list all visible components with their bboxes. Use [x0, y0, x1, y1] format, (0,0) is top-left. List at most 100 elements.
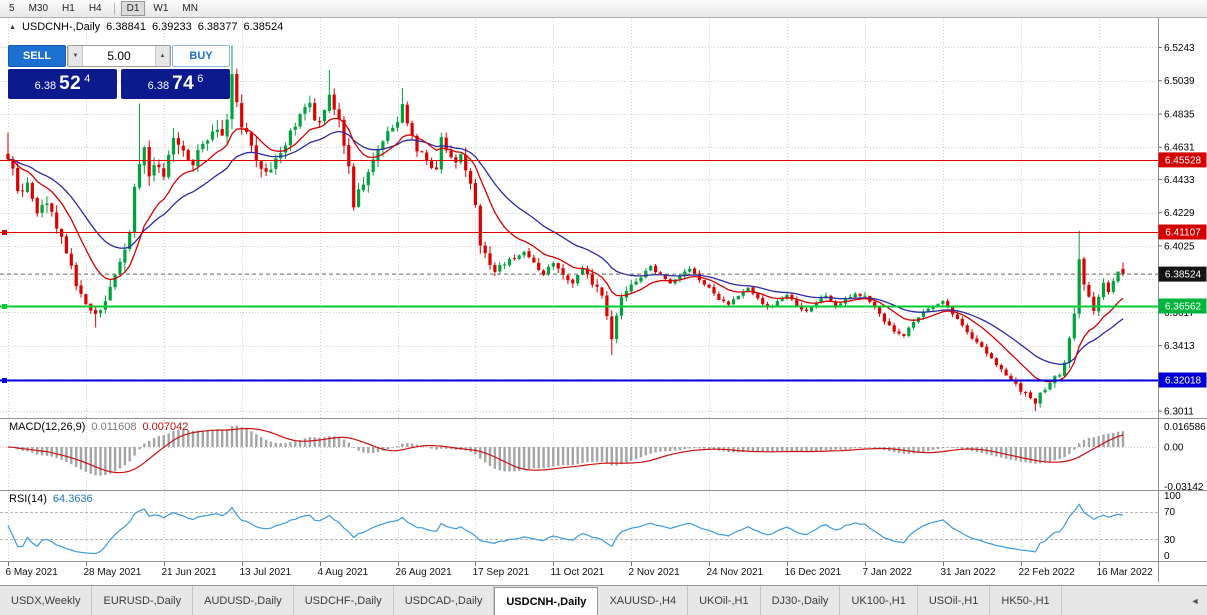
arrow-down-icon: ▼ [72, 53, 79, 59]
ohlc-close: 6.38524 [243, 21, 284, 33]
sell-button[interactable]: SELL [8, 45, 66, 67]
macd-signal-line [7, 427, 1124, 474]
symbol-marker-icon: ▲ [9, 23, 16, 31]
bid-price-big: 52 [59, 73, 82, 94]
ma-fast-line [7, 117, 1124, 383]
date-axis[interactable]: 6 May 2021 28 May 2021 21 Jun 2021 13 Jul 2… [6, 562, 1154, 578]
chart-tab-usoil-h1[interactable]: USOil-,H1 [918, 586, 991, 615]
horizontal-level-lines[interactable] [0, 160, 1158, 384]
panel-splitters[interactable] [0, 418, 1207, 562]
chart-symbol-period: USDCNH-,Daily [21, 21, 101, 33]
svg-text:6.4229: 6.4229 [1164, 208, 1195, 219]
svg-text:6.45528: 6.45528 [1165, 155, 1202, 166]
lot-size-control: ▼ 5.00 ▲ [67, 45, 171, 67]
chart-tab-ukoil-h1[interactable]: UKOil-,H1 [688, 586, 761, 615]
svg-text:6.32018: 6.32018 [1165, 376, 1202, 387]
svg-text:6 May 2021: 6 May 2021 [6, 567, 59, 578]
ask-pip-fraction: 6 [197, 73, 204, 85]
rsi-value: 64.3636 [52, 493, 93, 505]
price-axis-badges: 6.45528 6.41107 6.38524 6.36562 6.32018 [1158, 152, 1207, 388]
macd-indicator-label: MACD(12,26,9) 0.011608 0.007042 [9, 421, 188, 433]
ohlc-high: 6.39233 [151, 21, 192, 33]
timeframe-button-mn[interactable]: MN [176, 1, 204, 16]
chart-tab-usdcnh-daily[interactable]: USDCNH-,Daily [494, 587, 599, 615]
svg-text:100: 100 [1164, 491, 1181, 502]
macd-signal-value: 0.007042 [142, 421, 189, 433]
svg-text:70: 70 [1164, 507, 1176, 518]
buy-button[interactable]: BUY [172, 45, 230, 67]
bid-price-prefix: 6.38 [34, 79, 57, 92]
svg-text:24 Nov 2021: 24 Nov 2021 [707, 567, 764, 578]
svg-text:6.5039: 6.5039 [1164, 76, 1195, 87]
svg-text:11 Oct 2021: 11 Oct 2021 [551, 567, 605, 578]
chevron-left-icon: ◄ [1190, 596, 1200, 606]
ask-price-big: 74 [172, 73, 195, 94]
ask-price-display[interactable]: 6.38 74 6 [121, 69, 230, 99]
lot-increase-button[interactable]: ▲ [155, 46, 170, 66]
ohlc-open: 6.38841 [106, 21, 146, 33]
chart-canvas[interactable]: 6.5243 6.5039 6.4835 6.4631 6.4433 6.4229 6.40… [0, 18, 1207, 585]
chart-tab-hk50-h1[interactable]: HK50-,H1 [990, 586, 1062, 615]
rsi-indicator-label: RSI(14) 64.3636 [9, 493, 93, 505]
lot-decrease-button[interactable]: ▼ [68, 46, 83, 66]
timeframe-button-5[interactable]: 5 [3, 1, 21, 16]
svg-text:26 Aug 2021: 26 Aug 2021 [396, 567, 453, 578]
svg-text:-0.03142: -0.03142 [1164, 482, 1204, 493]
chart-tab-usdcad-daily[interactable]: USDCAD-,Daily [394, 586, 495, 615]
macd-panel [0, 425, 1158, 476]
chart-tab-audusd-daily[interactable]: AUDUSD-,Daily [193, 586, 294, 615]
timeframe-button-w1[interactable]: W1 [147, 1, 174, 16]
svg-text:6.38524: 6.38524 [1165, 270, 1202, 281]
svg-text:0: 0 [1164, 551, 1170, 562]
chart-tab-usdchf-daily[interactable]: USDCHF-,Daily [294, 586, 394, 615]
svg-text:0.00: 0.00 [1164, 443, 1184, 454]
svg-text:13 Jul 2021: 13 Jul 2021 [240, 567, 292, 578]
svg-text:16 Mar 2022: 16 Mar 2022 [1097, 567, 1154, 578]
svg-text:6.4631: 6.4631 [1164, 143, 1195, 154]
chart-tabs: USDX,Weekly EURUSD-,Daily AUDUSD-,Daily USD… [0, 585, 1207, 615]
timeframe-button-h4[interactable]: H4 [83, 1, 108, 16]
svg-text:16 Dec 2021: 16 Dec 2021 [785, 567, 842, 578]
svg-text:4 Aug 2021: 4 Aug 2021 [318, 567, 369, 578]
svg-text:6.4433: 6.4433 [1164, 175, 1195, 186]
svg-text:6.41107: 6.41107 [1165, 228, 1201, 239]
rsi-line [7, 503, 1124, 555]
bid-pip-fraction: 4 [84, 73, 91, 85]
svg-text:21 Jun 2021: 21 Jun 2021 [162, 567, 217, 578]
timeframe-button-h1[interactable]: H1 [56, 1, 81, 16]
svg-text:6.3011: 6.3011 [1164, 407, 1194, 418]
timeframe-toolbar: 5 M30 H1 H4 D1 W1 MN [0, 0, 1207, 18]
arrow-up-icon: ▲ [159, 53, 166, 59]
svg-text:6.5243: 6.5243 [1164, 43, 1195, 54]
rsi-name: RSI(14) [9, 493, 47, 505]
rsi-panel [0, 503, 1158, 555]
chart-tab-eurusd-daily[interactable]: EURUSD-,Daily [92, 586, 194, 615]
svg-text:6.36562: 6.36562 [1165, 302, 1202, 313]
svg-text:2 Nov 2021: 2 Nov 2021 [629, 567, 681, 578]
svg-text:17 Sep 2021: 17 Sep 2021 [473, 567, 530, 578]
svg-text:6.4835: 6.4835 [1164, 110, 1195, 121]
svg-text:6.3413: 6.3413 [1164, 341, 1195, 352]
svg-text:7 Jan 2022: 7 Jan 2022 [863, 567, 913, 578]
chart-tab-uk100-h1[interactable]: UK100-,H1 [840, 586, 918, 615]
macd-main-value: 0.011608 [91, 421, 137, 433]
svg-text:31 Jan 2022: 31 Jan 2022 [941, 567, 996, 578]
one-click-trade-panel: SELL ▼ 5.00 ▲ BUY 6.38 52 4 6.38 74 6 [8, 45, 230, 99]
chart-title: ▲ USDCNH-,Daily 6.38841 6.39233 6.38377 … [9, 21, 283, 33]
svg-text:30: 30 [1164, 535, 1176, 546]
timeframe-button-d1[interactable]: D1 [120, 1, 146, 16]
chart-tab-dj30-daily[interactable]: DJ30-,Daily [761, 586, 841, 615]
ohlc-low: 6.38377 [197, 21, 238, 33]
svg-text:6.4025: 6.4025 [1164, 241, 1195, 252]
timeframe-button-m30[interactable]: M30 [23, 1, 54, 16]
chart-tab-xauusd-h4[interactable]: XAUUSD-,H4 [598, 586, 689, 615]
candles-layer [6, 45, 1125, 411]
lot-size-value[interactable]: 5.00 [107, 49, 131, 63]
svg-text:22 Feb 2022: 22 Feb 2022 [1019, 567, 1076, 578]
toolbar-separator [113, 2, 115, 15]
tabs-scroll-left-button[interactable]: ◄ [1186, 593, 1204, 609]
macd-name: MACD(12,26,9) [9, 421, 86, 433]
bid-price-display[interactable]: 6.38 52 4 [8, 69, 117, 99]
chart-tab-usdx-weekly[interactable]: USDX,Weekly [0, 586, 93, 615]
